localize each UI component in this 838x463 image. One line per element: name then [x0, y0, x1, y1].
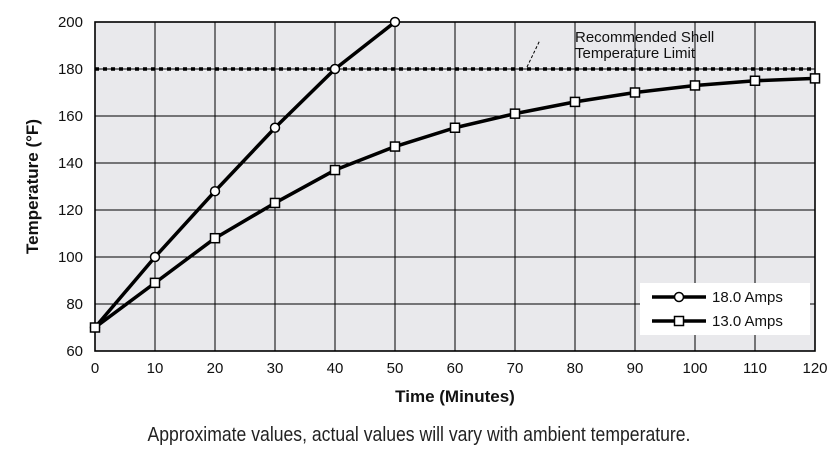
- y-tick-label-200: 200: [58, 14, 83, 31]
- x-tick-label-70: 70: [507, 360, 524, 377]
- x-tick-label-30: 30: [267, 360, 284, 377]
- series-1-point-110: [749, 75, 761, 86]
- x-tick-label-100: 100: [682, 360, 707, 377]
- x-axis-title: Time (Minutes): [395, 387, 515, 406]
- x-tick-label-0: 0: [91, 360, 99, 377]
- y-tick-label-100: 100: [58, 249, 83, 266]
- series-0-point-10: [149, 251, 161, 263]
- plot-frame: [94, 21, 816, 352]
- x-tick-label-10: 10: [147, 360, 164, 377]
- series-1-point-100: [689, 80, 701, 91]
- y-tick-label-120: 120: [58, 202, 83, 219]
- series-1-point-90: [629, 87, 641, 98]
- legend-box: [640, 283, 810, 335]
- x-tick-label-20: 20: [207, 360, 224, 377]
- series-line-0: [93, 20, 397, 329]
- series-1-point-50: [389, 141, 401, 152]
- legend-marker-13-amps: [673, 315, 685, 327]
- series-0-point-50: [389, 16, 401, 28]
- reference-label-line2: Temperature Limit: [575, 45, 696, 62]
- legend-marker-18-amps: [673, 291, 685, 303]
- series-0-point-40: [329, 63, 341, 75]
- series-0-point-20: [209, 185, 221, 197]
- y-axis-title: Temperature (°F): [23, 119, 42, 254]
- legend-label-13-amps: 13.0 Amps: [712, 313, 783, 330]
- y-axis-ticks: 60 80 100 120 140 160 180 200: [58, 14, 83, 360]
- x-tick-label-80: 80: [567, 360, 584, 377]
- y-tick-label-180: 180: [58, 61, 83, 78]
- series-1-point-60: [449, 122, 461, 133]
- series-1-point-30: [269, 197, 281, 209]
- series-1-point-40: [329, 164, 341, 176]
- x-tick-label-50: 50: [387, 360, 404, 377]
- series-1-point-80: [569, 96, 581, 108]
- series-1-point-10: [149, 277, 161, 289]
- legend: 18.0 Amps 13.0 Amps: [640, 283, 810, 335]
- series-1-point-0: [89, 322, 101, 333]
- x-tick-label-40: 40: [327, 360, 344, 377]
- series-1-point-20: [209, 232, 221, 244]
- series-layer: [89, 16, 821, 333]
- y-tick-label-60: 60: [66, 343, 83, 360]
- legend-label-18-amps: 18.0 Amps: [712, 289, 783, 306]
- chart-caption: Approximate values, actual values will v…: [147, 424, 691, 446]
- y-tick-label-80: 80: [66, 296, 83, 313]
- x-tick-label-90: 90: [627, 360, 644, 377]
- x-tick-label-120: 120: [802, 360, 827, 377]
- series-1-point-120: [809, 73, 821, 84]
- series-1-point-70: [509, 108, 521, 119]
- x-axis-ticks: 0 10 20 30 40 50 60 70 80 90 100 110 120: [91, 360, 828, 377]
- x-tick-label-60: 60: [447, 360, 464, 377]
- chart-svg: 0 10 20 30 40 50 60 70 80 90 100 110 120 60 80 100 120 1…: [23, 14, 828, 406]
- series-0-point-30: [269, 122, 281, 133]
- reference-label-line1: Recommended Shell: [575, 29, 714, 46]
- y-tick-label-160: 160: [58, 108, 83, 125]
- y-tick-label-140: 140: [58, 155, 83, 172]
- x-tick-label-110: 110: [743, 360, 767, 377]
